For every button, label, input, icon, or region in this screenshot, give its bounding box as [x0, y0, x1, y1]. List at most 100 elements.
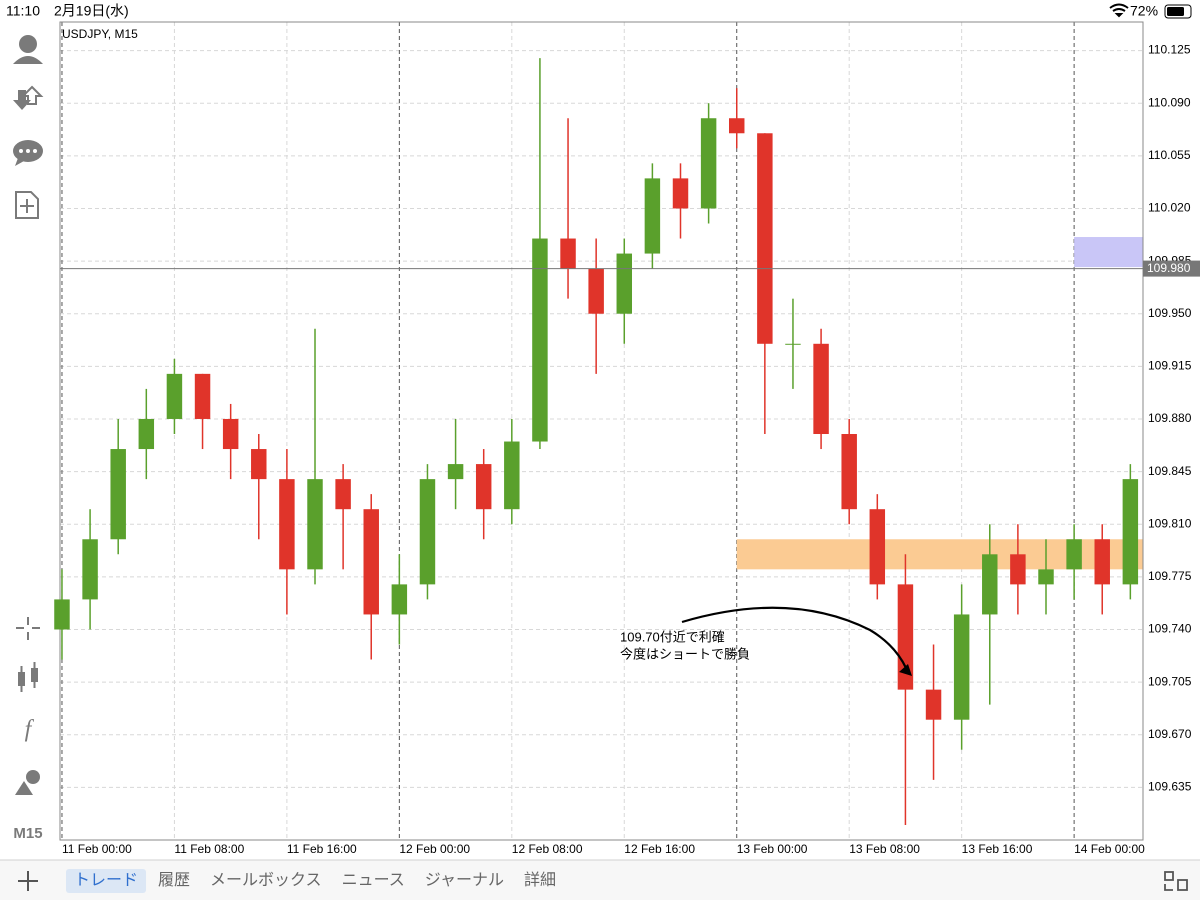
chart-title: USDJPY, M15: [62, 27, 138, 41]
candle-body: [335, 479, 351, 510]
y-tick-label: 110.020: [1148, 201, 1191, 215]
candle-body: [757, 133, 773, 344]
candle-body: [166, 373, 183, 419]
status-date: 2月19日(水): [54, 3, 129, 19]
x-tick-label: 12 Feb 00:00: [399, 842, 470, 856]
candle-body: [363, 509, 379, 615]
candle-body: [222, 418, 239, 450]
new-order-icon[interactable]: [15, 191, 39, 219]
crosshair-icon[interactable]: [16, 617, 40, 640]
candle-body: [54, 599, 70, 630]
y-tick-label: 109.740: [1148, 622, 1192, 636]
candle-body: [447, 464, 464, 480]
current-price-label: 109.980: [1147, 261, 1191, 275]
candle-body: [1066, 539, 1082, 570]
y-tick-label: 109.705: [1148, 674, 1192, 688]
current-price-box: [1143, 260, 1200, 277]
candle-body: [82, 539, 98, 600]
y-tick-label: 109.845: [1148, 464, 1192, 478]
battery-icon: [1164, 4, 1192, 19]
status-battery: 72%: [1130, 3, 1158, 19]
tab[interactable]: 履歴: [158, 872, 190, 889]
candle-body: [1010, 554, 1026, 585]
candle-body: [279, 479, 295, 570]
toolbar-icons: f: [13, 35, 44, 795]
y-tick-label: 109.670: [1148, 727, 1192, 741]
candle-body: [532, 238, 548, 442]
candle-body: [475, 464, 492, 510]
x-tick-label: 13 Feb 08:00: [849, 842, 920, 856]
y-tick-label: 110.090: [1148, 95, 1191, 109]
objects-icon[interactable]: [15, 770, 40, 795]
candle-body: [813, 343, 829, 435]
y-tick-label: 109.775: [1148, 569, 1192, 583]
candle-body: [1038, 569, 1054, 585]
price-zone: [1074, 237, 1143, 268]
timeframe-button[interactable]: M15: [13, 825, 42, 842]
candle-body: [897, 584, 914, 690]
x-tick-label: 11 Feb 08:00: [174, 842, 244, 856]
tabs: トレード 履歴 メールボックス ニュース ジャーナル 詳細: [66, 869, 556, 893]
tab[interactable]: トレード: [74, 872, 138, 889]
tab[interactable]: ニュース: [342, 872, 405, 889]
layout-button[interactable]: [1164, 871, 1188, 891]
candle-body: [588, 268, 604, 314]
account-icon[interactable]: [13, 35, 43, 64]
indicator-icon[interactable]: f: [25, 717, 35, 743]
annotation-line: 109.70付近で利確: [620, 629, 725, 644]
candle-body: [560, 238, 576, 269]
x-tick-label: 12 Feb 08:00: [512, 842, 583, 856]
candle-body: [982, 554, 998, 615]
candle-body: [307, 479, 323, 570]
tab[interactable]: ジャーナル: [425, 872, 504, 889]
chat-icon[interactable]: [13, 140, 43, 166]
candle-body: [391, 584, 408, 615]
y-tick-label: 109.950: [1148, 306, 1192, 320]
wifi-icon: [1109, 3, 1129, 18]
candle-body: [504, 441, 520, 510]
chart: 110.125110.090110.055110.020109.985109.9…: [54, 21, 1200, 856]
x-tick-label: 11 Feb 00:00: [62, 842, 132, 856]
tab-highlight: [66, 869, 147, 893]
annotation-arrowhead: [899, 664, 912, 676]
y-tick-label: 110.055: [1148, 148, 1191, 162]
y-tick-label: 109.880: [1148, 411, 1192, 425]
candle-body: [419, 479, 436, 585]
trade-icon[interactable]: [13, 85, 44, 110]
add-button[interactable]: [18, 871, 38, 891]
chart-type-icon[interactable]: [18, 662, 38, 692]
y-tick-label: 110.125: [1148, 43, 1191, 57]
x-tick-label: 14 Feb 00:00: [1074, 842, 1145, 856]
candle-body: [953, 614, 970, 720]
tab[interactable]: 詳細: [524, 871, 556, 889]
candle-body: [1094, 539, 1110, 585]
tab-bar: [0, 860, 1200, 900]
candle-body: [644, 178, 661, 254]
y-tick-label: 109.635: [1148, 780, 1192, 794]
annotation-arrow: [681, 606, 907, 669]
candle-body: [785, 343, 801, 345]
candle-body: [841, 434, 857, 510]
candle-body: [110, 449, 126, 540]
tab[interactable]: メールボックス: [210, 871, 322, 889]
candle-body: [251, 449, 267, 480]
candle-body: [925, 689, 942, 720]
x-tick-label: 13 Feb 00:00: [737, 842, 808, 856]
candle-body: [194, 373, 211, 419]
candle-body: [1122, 479, 1139, 585]
price-zone: [736, 539, 1143, 570]
x-tick-label: 12 Feb 16:00: [624, 842, 695, 856]
y-tick-label: 109.810: [1148, 516, 1192, 530]
status-time: 11:10: [6, 3, 40, 19]
plot-frame: [59, 21, 1144, 841]
x-tick-label: 13 Feb 16:00: [962, 842, 1033, 856]
x-tick-label: 11 Feb 16:00: [287, 842, 357, 856]
candle-body: [616, 253, 633, 314]
candle-body: [138, 418, 155, 450]
candle-body: [700, 118, 717, 209]
candle-body: [869, 509, 886, 585]
candle-body: [672, 178, 689, 209]
annotation-line: 今度はショートで勝負: [620, 646, 750, 661]
